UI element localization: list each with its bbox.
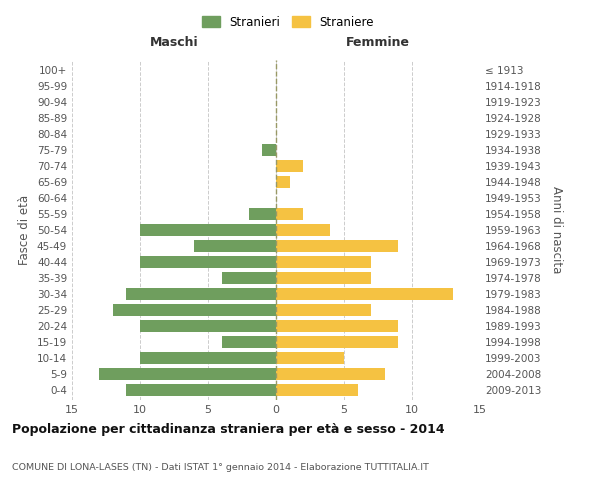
- Bar: [140, 224, 276, 236]
- Y-axis label: Anni di nascita: Anni di nascita: [550, 186, 563, 274]
- Bar: [276, 256, 371, 268]
- Text: Maschi: Maschi: [149, 36, 199, 49]
- Legend: Stranieri, Straniere: Stranieri, Straniere: [197, 11, 379, 34]
- Bar: [140, 352, 276, 364]
- Bar: [221, 336, 276, 348]
- Y-axis label: Fasce di età: Fasce di età: [19, 195, 31, 265]
- Bar: [276, 336, 398, 348]
- Bar: [249, 208, 276, 220]
- Bar: [276, 160, 303, 172]
- Bar: [221, 272, 276, 284]
- Bar: [276, 288, 453, 300]
- Bar: [276, 272, 371, 284]
- Bar: [127, 288, 276, 300]
- Text: Popolazione per cittadinanza straniera per età e sesso - 2014: Popolazione per cittadinanza straniera p…: [12, 422, 445, 436]
- Bar: [276, 304, 371, 316]
- Bar: [99, 368, 276, 380]
- Text: Femmine: Femmine: [346, 36, 410, 49]
- Bar: [113, 304, 276, 316]
- Bar: [276, 208, 303, 220]
- Text: COMUNE DI LONA-LASES (TN) - Dati ISTAT 1° gennaio 2014 - Elaborazione TUTTITALIA: COMUNE DI LONA-LASES (TN) - Dati ISTAT 1…: [12, 462, 429, 471]
- Bar: [276, 320, 398, 332]
- Bar: [140, 256, 276, 268]
- Bar: [276, 240, 398, 252]
- Bar: [127, 384, 276, 396]
- Bar: [276, 352, 344, 364]
- Bar: [276, 368, 385, 380]
- Bar: [276, 224, 331, 236]
- Bar: [140, 320, 276, 332]
- Bar: [276, 384, 358, 396]
- Bar: [276, 176, 290, 188]
- Bar: [262, 144, 276, 156]
- Bar: [194, 240, 276, 252]
